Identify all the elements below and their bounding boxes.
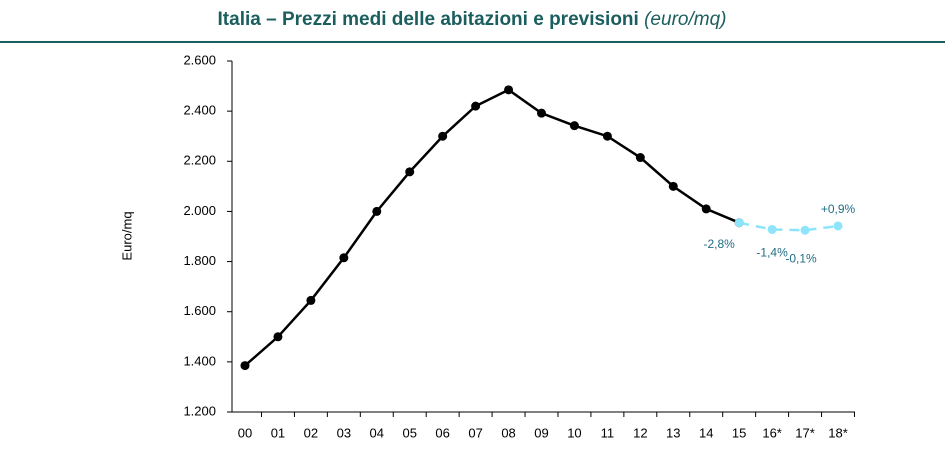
- annotation: -1,4%: [756, 246, 788, 260]
- point: [240, 361, 250, 371]
- y-tick-label: 1.200: [183, 403, 216, 418]
- x-tick-label: 18*: [828, 425, 848, 440]
- x-tick-label: 15: [732, 425, 746, 440]
- point: [734, 218, 744, 228]
- annotation: +0,9%: [821, 202, 856, 216]
- y-tick-label: 1.600: [183, 303, 216, 318]
- y-tick-label: 2.400: [183, 103, 216, 118]
- annotation: -2,8%: [703, 237, 735, 251]
- chart-title: Italia – Prezzi medi delle abitazioni e …: [218, 9, 727, 30]
- x-tick-label: 03: [337, 425, 351, 440]
- point: [438, 131, 448, 141]
- point: [372, 206, 382, 216]
- point: [405, 167, 415, 177]
- x-tick-label: 02: [304, 425, 318, 440]
- annotation: -0,1%: [785, 251, 817, 265]
- x-tick-label: 05: [402, 425, 416, 440]
- x-tick-label: 16*: [762, 425, 782, 440]
- y-tick-label: 1.400: [183, 353, 216, 368]
- x-tick-label: 17*: [795, 425, 815, 440]
- point: [767, 224, 777, 234]
- x-tick-label: 00: [238, 425, 252, 440]
- point: [273, 332, 283, 342]
- point: [339, 253, 349, 263]
- y-tick-label: 1.800: [183, 253, 216, 268]
- x-tick-label: 12: [633, 425, 647, 440]
- point: [504, 85, 514, 95]
- point: [537, 108, 546, 118]
- series-line: [244, 88, 740, 367]
- x-tick-label: 01: [271, 425, 285, 440]
- x-tick-label: 08: [501, 425, 515, 440]
- x-tick-label: 07: [468, 425, 482, 440]
- point: [306, 295, 316, 305]
- y-tick-label: 2.200: [183, 153, 216, 168]
- title-main: Italia – Prezzi medi delle abitazioni e …: [218, 9, 639, 30]
- x-tick-label: 14: [699, 425, 713, 440]
- point: [602, 131, 612, 141]
- x-tick-label: 11: [601, 425, 615, 440]
- y-tick-label: 2.000: [183, 203, 216, 218]
- y-tick-label: 2.600: [183, 52, 216, 67]
- point: [569, 121, 579, 131]
- point: [635, 153, 645, 163]
- point: [471, 101, 481, 111]
- series-line: [738, 221, 839, 232]
- title-unit: (euro/mq): [644, 9, 726, 30]
- point: [833, 221, 843, 231]
- point: [701, 204, 711, 214]
- x-tick-label: 09: [534, 425, 548, 440]
- x-tick-label: 10: [567, 425, 581, 440]
- point: [800, 225, 810, 235]
- x-tick-label: 13: [666, 425, 680, 440]
- x-tick-label: 06: [435, 425, 449, 440]
- x-tick-label: 04: [370, 425, 384, 440]
- y-axis-label: Euro/mq: [119, 211, 134, 260]
- point: [668, 181, 678, 191]
